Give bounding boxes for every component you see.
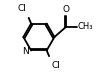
- Text: N: N: [22, 47, 29, 56]
- Text: O: O: [63, 5, 70, 14]
- Text: Cl: Cl: [18, 4, 27, 13]
- Text: Cl: Cl: [51, 61, 60, 70]
- Text: CH₃: CH₃: [78, 22, 93, 31]
